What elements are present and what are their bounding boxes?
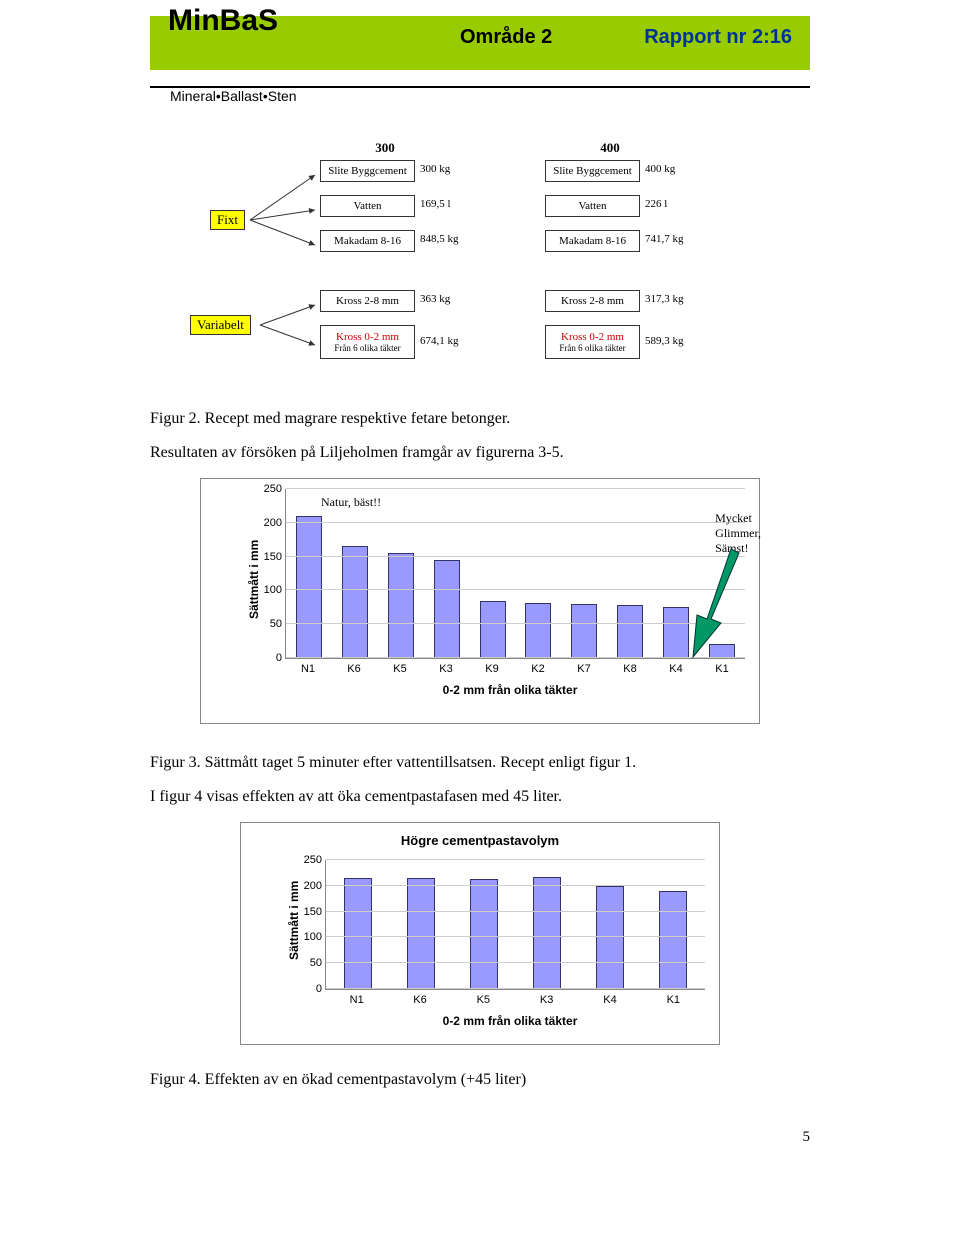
ytick: 50	[296, 957, 322, 969]
chart2-xaxis: 0-2 mm från olika täkter	[315, 1014, 705, 1028]
brand-title: MinBaS	[168, 4, 278, 38]
flow-arrows	[160, 130, 800, 390]
caption-fig3b: I figur 4 visas effekten av att öka ceme…	[150, 788, 810, 806]
header-report: Rapport nr 2:16	[644, 26, 792, 49]
bar	[407, 878, 435, 989]
chart1-xaxis: 0-2 mm från olika täkter	[275, 683, 745, 697]
c300-r2-label: Makadam 8-16	[320, 230, 415, 252]
page-root: MinBaS Område 2 Rapport nr 2:16 Mineral•…	[0, 16, 960, 1146]
ytick: 100	[256, 584, 282, 596]
c300-r1-val: 169,5 l	[420, 198, 451, 210]
chart2-plot: 050100150200250	[325, 860, 705, 990]
ytick: 0	[256, 652, 282, 664]
xlabel: K4	[653, 659, 699, 675]
c400-r4-sub: Från 6 olika täkter	[559, 343, 625, 353]
xlabel: K1	[699, 659, 745, 675]
chart1-frame: Sättmått i mm 050100150200250 N1K6K5K3K9…	[200, 478, 760, 724]
xlabel: K6	[388, 990, 451, 1006]
c400-r4-label: Kross 0-2 mm	[561, 331, 624, 343]
c300-r0-label: Slite Byggcement	[320, 160, 415, 182]
bar	[388, 553, 414, 658]
bar	[480, 601, 506, 658]
header-bar: MinBaS Område 2 Rapport nr 2:16	[150, 16, 810, 70]
bar	[470, 879, 498, 989]
caption-fig3a: Figur 3. Sättmått taget 5 minuter efter …	[150, 754, 810, 772]
bar	[344, 878, 372, 989]
xlabel: K4	[578, 990, 641, 1006]
bar	[342, 546, 368, 658]
bar	[296, 516, 322, 658]
xlabel: K8	[607, 659, 653, 675]
chart1-xlabels: N1K6K5K3K9K2K7K8K4K1	[285, 659, 745, 675]
c400-r1-label: Vatten	[545, 195, 640, 217]
xlabel: N1	[325, 990, 388, 1006]
xlabel: K5	[452, 990, 515, 1006]
c300-r1-label: Vatten	[320, 195, 415, 217]
c300-r2-val: 848,5 kg	[420, 233, 459, 245]
content: Fixt Variabelt 300 Slite Byggcement 300 …	[150, 130, 810, 1089]
c400-r2-label: Makadam 8-16	[545, 230, 640, 252]
c300-r4-label: Kross 0-2 mm	[336, 331, 399, 343]
xlabel: K1	[642, 990, 705, 1006]
xlabel: K5	[377, 659, 423, 675]
ytick: 250	[296, 854, 322, 866]
caption-fig4: Figur 4. Effekten av en ökad cementpasta…	[150, 1071, 810, 1089]
c400-r3-label: Kross 2-8 mm	[545, 290, 640, 312]
xlabel: K9	[469, 659, 515, 675]
xlabel: N1	[285, 659, 331, 675]
bar	[659, 891, 687, 989]
page-number: 5	[0, 1129, 810, 1146]
xlabel: K7	[561, 659, 607, 675]
c300-r0-val: 300 kg	[420, 163, 450, 175]
c400-r0-val: 400 kg	[645, 163, 675, 175]
c300-r3-label: Kross 2-8 mm	[320, 290, 415, 312]
caption-fig2: Figur 2. Recept med magrare respektive f…	[150, 410, 810, 428]
flow-diagram: Fixt Variabelt 300 Slite Byggcement 300 …	[160, 130, 800, 390]
bar	[571, 604, 597, 658]
bar	[617, 605, 643, 658]
brand-subtitle: Mineral•Ballast•Sten	[170, 88, 297, 104]
xlabel: K6	[331, 659, 377, 675]
chart2-title: Högre cementpastavolym	[255, 833, 705, 848]
ytick: 150	[296, 906, 322, 918]
chart2-ylabel: Sättmått i mm	[287, 881, 301, 960]
chart2-frame: Högre cementpastavolym Sättmått i mm 050…	[240, 822, 720, 1045]
bar	[434, 560, 460, 658]
c400-r4-val: 589,3 kg	[645, 335, 684, 347]
c400-r3-val: 317,3 kg	[645, 293, 684, 305]
c400-r4-box: Kross 0-2 mm Från 6 olika täkter	[545, 325, 640, 359]
fixt-tag: Fixt	[210, 210, 245, 230]
body-text-1: Resultaten av försöken på Liljeholmen fr…	[150, 444, 810, 462]
ytick: 50	[256, 618, 282, 630]
chart1-arrow-icon	[661, 549, 751, 659]
bar	[596, 886, 624, 989]
c400-r0-label: Slite Byggcement	[545, 160, 640, 182]
ytick: 100	[296, 931, 322, 943]
ytick: 200	[256, 517, 282, 529]
header: MinBaS Område 2 Rapport nr 2:16 Mineral•…	[0, 16, 960, 70]
ytick: 250	[256, 483, 282, 495]
c300-r3-val: 363 kg	[420, 293, 450, 305]
c400-r2-val: 741,7 kg	[645, 233, 684, 245]
ytick: 150	[256, 551, 282, 563]
variabelt-tag: Variabelt	[190, 315, 251, 335]
c300-r4-sub: Från 6 olika täkter	[334, 343, 400, 353]
col300-head: 300	[355, 140, 415, 156]
xlabel: K2	[515, 659, 561, 675]
ytick: 0	[296, 983, 322, 995]
bar	[533, 877, 561, 989]
chart2-bars	[326, 860, 705, 989]
chart1-ann-left: Natur, bäst!!	[321, 495, 381, 510]
chart2-xlabels: N1K6K5K3K4K1	[325, 990, 705, 1006]
c300-r4-val: 674,1 kg	[420, 335, 459, 347]
xlabel: K3	[515, 990, 578, 1006]
ytick: 200	[296, 880, 322, 892]
header-section: Område 2	[460, 26, 552, 49]
c400-r1-val: 226 l	[645, 198, 667, 210]
bar	[525, 603, 551, 658]
c300-r4-box: Kross 0-2 mm Från 6 olika täkter	[320, 325, 415, 359]
xlabel: K3	[423, 659, 469, 675]
col400-head: 400	[580, 140, 640, 156]
